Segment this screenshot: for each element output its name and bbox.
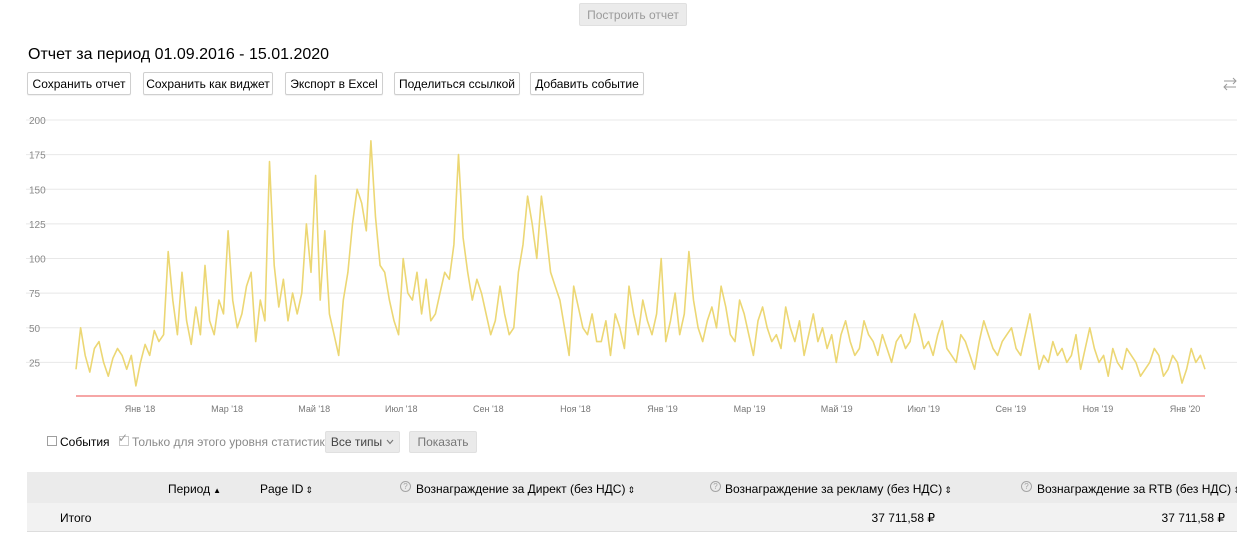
export-excel-button[interactable]: Экспорт в Excel [285,72,383,95]
swap-settings-icon[interactable] [1223,74,1237,94]
x-tick-label: Янв '20 [1170,404,1200,414]
sort-ascending-icon: ▲ [213,486,222,495]
this-level-label: Только для этого уровня статистики [132,435,332,449]
line-chart: 200 175 150 125 100 75 50 25 Янв '18 Мар '18 Май '… [26,116,1237,414]
x-tick-label: Мар '19 [734,404,766,414]
x-tick-label: Мар '18 [211,404,243,414]
check-icon: ✓ [118,431,129,445]
x-tick-label: Янв '18 [125,404,155,414]
x-tick-label: Сен '18 [473,404,504,414]
x-tick-label: Ноя '18 [560,404,591,414]
add-event-button[interactable]: Добавить событие [530,72,644,95]
chevron-down-icon [386,439,394,445]
event-types-dropdown[interactable]: Все типы [325,431,400,453]
x-tick-label: Сен '19 [995,404,1026,414]
x-tick-label: Ноя '19 [1083,404,1114,414]
help-icon[interactable]: ? [710,481,721,492]
save-report-button[interactable]: Сохранить отчет [27,72,131,95]
y-tick-label: 75 [29,289,41,300]
y-tick-label: 50 [29,324,41,335]
sort-icon: ⇕ [627,485,635,495]
y-tick-label: 150 [29,185,46,196]
report-title: Отчет за период 01.09.2016 - 15.01.2020 [28,46,330,63]
y-tick-label: 200 [29,116,46,127]
total-ads-reward: 37 711,58 ₽ [871,511,935,525]
x-tick-label: Май '18 [298,404,330,414]
y-tick-label: 125 [29,220,46,231]
total-label: Итого [60,511,92,525]
show-button[interactable]: Показать [409,431,477,453]
x-tick-label: Май '19 [821,404,853,414]
ads-reward-column-header[interactable]: Вознаграждение за рекламу (без НДС) ⇕ [725,482,952,496]
report-toolbar: Сохранить отчет Сохранить как виджет Экс… [0,72,1237,95]
sort-icon: ⇕ [944,485,952,495]
events-checkbox[interactable] [47,436,57,446]
build-report-button[interactable]: Построить отчет [579,3,687,26]
rtb-reward-column-header[interactable]: Вознаграждение за RTB (без НДС) ⇕ [1037,482,1237,496]
sort-icon: ⇕ [1233,485,1237,495]
y-tick-label: 25 [29,358,41,369]
table-header-row: Период ▲ Page ID ⇕ ? Вознаграждение за Дир… [27,472,1237,503]
help-icon[interactable]: ? [400,481,411,492]
sort-icon: ⇕ [305,485,313,495]
events-label: События [60,435,110,449]
period-column-header[interactable]: Период ▲ [168,482,222,496]
x-tick-label: Июл '18 [385,404,418,414]
x-tick-label: Июл '19 [907,404,940,414]
x-tick-label: Янв '19 [647,404,677,414]
y-tick-label: 175 [29,151,46,162]
table-total-row: Итого 37 711,58 ₽ 37 711,58 ₽ [27,503,1237,532]
help-icon[interactable]: ? [1021,481,1032,492]
this-level-checkbox[interactable] [119,436,129,446]
event-types-value: Все типы [330,435,383,449]
filters-bar: События ✓ Только для этого уровня статис… [0,431,1237,453]
main-series-line [75,139,1206,387]
save-widget-button[interactable]: Сохранить как виджет [143,72,273,95]
page-id-column-header[interactable]: Page ID ⇕ [260,482,313,496]
direct-reward-column-header[interactable]: Вознаграждение за Директ (без НДС) ⇕ [416,482,635,496]
share-link-button[interactable]: Поделиться ссылкой [394,72,520,95]
y-tick-label: 100 [29,255,46,266]
total-rtb-reward: 37 711,58 ₽ [1161,511,1225,525]
